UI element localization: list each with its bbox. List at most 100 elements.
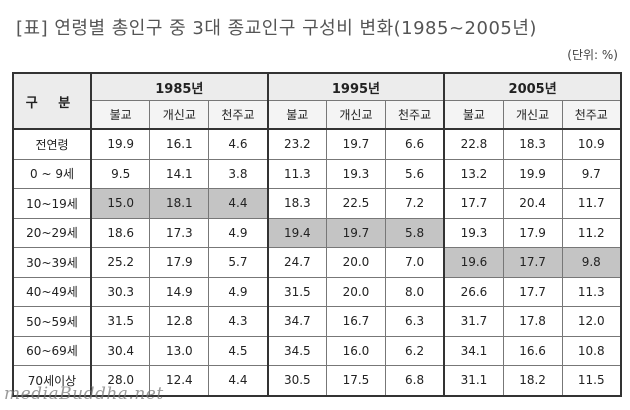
- unit-note: (단위: %): [567, 48, 618, 62]
- row-label: 40~49세: [12, 276, 92, 307]
- value-cell: 34.7: [266, 306, 327, 337]
- value-cell: 5.8: [384, 217, 445, 248]
- value-cell: 5.7: [208, 247, 269, 278]
- value-cell: 31.7: [443, 306, 504, 337]
- value-cell: 18.6: [90, 217, 151, 248]
- data-row: 30~39세 25.2 17.9 5.7 24.7 20.0 7.0 19.6 17.7 9.8: [12, 247, 622, 278]
- data-row: 50~59세 31.5 12.8 4.3 34.7 16.7 6.3 31.7 17.8 12.0: [12, 306, 622, 337]
- table-head: 구 분 1985년 1995년 2005년 불교 개신교 천주교 불교 개신교 천주교 불교 개신교 천…: [12, 72, 622, 130]
- header-row: 구 분 1985년 1995년 2005년: [12, 72, 622, 130]
- row-label: 30~39세: [12, 247, 92, 278]
- value-cell: 6.3: [384, 306, 445, 337]
- year-header: 2005년: [443, 72, 622, 101]
- value-cell: 17.7: [443, 188, 504, 219]
- religion-header: 불교: [266, 100, 327, 130]
- data-row: 40~49세 30.3 14.9 4.9 31.5 20.0 8.0 26.6 17.7 11.3: [12, 276, 622, 307]
- value-cell: 17.7: [502, 276, 563, 307]
- value-cell: 24.7: [266, 247, 327, 278]
- value-cell: 4.6: [208, 128, 269, 160]
- title: [표] 연령별 총인구 중 3대 종교인구 구성비 변화(1985~2005년): [16, 18, 537, 39]
- value-cell: 23.2: [266, 128, 327, 160]
- value-cell: 16.0: [326, 335, 386, 366]
- value-cell: 4.9: [208, 276, 269, 307]
- value-cell: 9.8: [561, 247, 622, 278]
- value-cell: 17.8: [502, 306, 563, 337]
- value-cell: 11.3: [266, 158, 327, 189]
- religion-header: 개신교: [326, 100, 386, 130]
- row-label: 20~29세: [12, 217, 92, 248]
- value-cell: 9.5: [90, 158, 151, 189]
- value-cell: 4.3: [208, 306, 269, 337]
- data-table: 구 분 1985년 1995년 2005년 불교 개신교 천주교 불교 개신교 천주교 불교 개신교 천…: [12, 72, 622, 397]
- value-cell: 20.4: [502, 188, 563, 219]
- value-cell: 19.9: [502, 158, 563, 189]
- religion-header: 개신교: [502, 100, 563, 130]
- value-cell: 19.7: [326, 217, 386, 248]
- value-cell: 10.9: [561, 128, 622, 160]
- value-cell: 19.4: [266, 217, 327, 248]
- value-cell: 8.0: [384, 276, 445, 307]
- value-cell: 25.2: [90, 247, 151, 278]
- value-cell: 16.7: [326, 306, 386, 337]
- year-header: 1995년: [266, 72, 445, 101]
- value-cell: 6.2: [384, 335, 445, 366]
- value-cell: 11.5: [561, 365, 622, 396]
- row-label: 전연령: [12, 128, 92, 160]
- value-cell: 19.6: [443, 247, 504, 278]
- table-body: 전연령 19.9 16.1 4.6 23.2 19.7 6.6 22.8 18.3 10.9 0 ~…: [12, 128, 622, 396]
- value-cell: 20.0: [326, 276, 386, 307]
- value-cell: 7.0: [384, 247, 445, 278]
- value-cell: 10.8: [561, 335, 622, 366]
- value-cell: 9.7: [561, 158, 622, 189]
- value-cell: 11.7: [561, 188, 622, 219]
- value-cell: 30.3: [90, 276, 151, 307]
- value-cell: 34.1: [443, 335, 504, 366]
- value-cell: 3.8: [208, 158, 269, 189]
- religion-header: 불교: [443, 100, 504, 130]
- value-cell: 15.0: [90, 188, 151, 219]
- value-cell: 22.8: [443, 128, 504, 160]
- value-cell: 12.0: [561, 306, 622, 337]
- value-cell: 16.6: [502, 335, 563, 366]
- value-cell: 17.5: [326, 365, 386, 396]
- value-cell: 18.1: [149, 188, 210, 219]
- data-row: 60~69세 30.4 13.0 4.5 34.5 16.0 6.2 34.1 16.6 10.8: [12, 335, 622, 366]
- value-cell: 13.2: [443, 158, 504, 189]
- row-label: 60~69세: [12, 335, 92, 366]
- value-cell: 17.7: [502, 247, 563, 278]
- value-cell: 31.5: [266, 276, 327, 307]
- data-row: 20~29세 18.6 17.3 4.9 19.4 19.7 5.8 19.3 17.9 11.2: [12, 217, 622, 248]
- value-cell: 11.3: [561, 276, 622, 307]
- value-cell: 19.9: [90, 128, 151, 160]
- value-cell: 31.5: [90, 306, 151, 337]
- value-cell: 31.1: [443, 365, 504, 396]
- value-cell: 30.5: [266, 365, 327, 396]
- value-cell: 5.6: [384, 158, 445, 189]
- value-cell: 17.9: [149, 247, 210, 278]
- header-row: 불교 개신교 천주교 불교 개신교 천주교 불교 개신교 천주교: [13, 100, 622, 130]
- data-row: 전연령 19.9 16.1 4.6 23.2 19.7 6.6 22.8 18.3 10.9: [12, 128, 622, 160]
- religion-header: 천주교: [384, 100, 445, 130]
- row-label: 50~59세: [12, 306, 92, 337]
- value-cell: 17.3: [149, 217, 210, 248]
- corner-header: 구 분: [12, 72, 92, 130]
- value-cell: 18.3: [266, 188, 327, 219]
- value-cell: 4.9: [208, 217, 269, 248]
- value-cell: 14.9: [149, 276, 210, 307]
- value-cell: 22.5: [326, 188, 386, 219]
- value-cell: 17.9: [502, 217, 563, 248]
- value-cell: 6.8: [384, 365, 445, 396]
- value-cell: 16.1: [149, 128, 210, 160]
- religion-header: 개신교: [149, 100, 210, 130]
- data-row: 0 ~ 9세 9.5 14.1 3.8 11.3 19.3 5.6 13.2 19.9 9.7: [12, 158, 622, 189]
- value-cell: 4.4: [208, 365, 269, 396]
- row-label: 10~19세: [12, 188, 92, 219]
- value-cell: 26.6: [443, 276, 504, 307]
- religion-header: 천주교: [208, 100, 269, 130]
- value-cell: 19.3: [326, 158, 386, 189]
- data-row: 10~19세 15.0 18.1 4.4 18.3 22.5 7.2 17.7 20.4 11.7: [12, 188, 622, 219]
- value-cell: 4.5: [208, 335, 269, 366]
- year-header: 1985년: [90, 72, 269, 101]
